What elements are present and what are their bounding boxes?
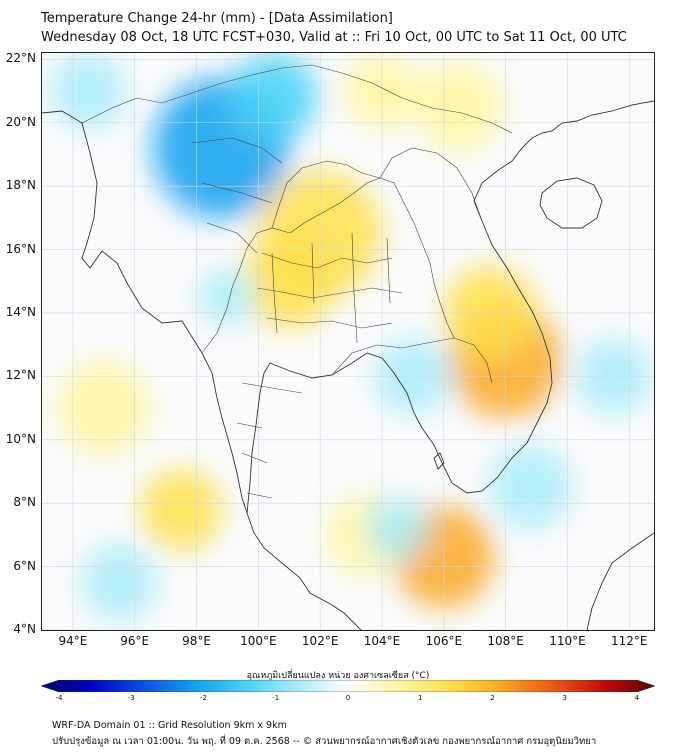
lon-label: 102°E: [301, 634, 339, 648]
field-anomaly-2: [51, 53, 126, 130]
map-title: Temperature Change 24-hr (mm) - [Data As…: [41, 11, 393, 26]
field-anomaly-1: [230, 53, 318, 142]
colorbar-label: อุณหภูมิเปลี่ยนแปลง หน่วย องศาเซลเซียส (…: [246, 671, 430, 681]
border-myanmar-laos: [271, 160, 381, 229]
field-anomaly-11: [366, 496, 429, 561]
map-panel[interactable]: [41, 52, 655, 631]
lon-label: 100°E: [240, 634, 277, 648]
lat-label: 4°N: [13, 622, 36, 636]
colorbar-tick-label: 3: [562, 694, 567, 702]
colorbar-tick-label: -4: [55, 694, 63, 702]
lon-label: 112°E: [611, 634, 648, 648]
border-vietnam-laos: [379, 147, 483, 222]
lat-label: 14°N: [5, 304, 36, 319]
colorbar-tick-label: -1: [272, 694, 280, 702]
field-anomaly-7: [140, 468, 222, 551]
country-borders: [81, 64, 513, 499]
colorbar-tick-label: 0: [345, 694, 351, 702]
map-canvas: [42, 53, 654, 630]
gulf-thailand-coast: [246, 100, 654, 514]
border-china: [81, 64, 513, 134]
lat-label: 20°N: [5, 114, 36, 129]
myanmar-provinces: [191, 137, 283, 254]
lat-label: 6°N: [13, 558, 36, 573]
colorbar-tick-label: 2: [490, 694, 495, 702]
lat-label: 10°N: [5, 431, 36, 446]
lon-label: 94°E: [58, 634, 88, 648]
lat-label: 16°N: [5, 241, 36, 256]
field-anomaly-17: [82, 544, 157, 621]
colorbar-tick-label: 4: [634, 694, 640, 702]
border-laos-thailand: [289, 177, 455, 339]
lon-label: 108°E: [487, 634, 524, 648]
gridlines: [42, 53, 654, 630]
colorbar: [41, 680, 655, 692]
lon-label: 96°E: [120, 634, 150, 648]
field-anomaly-18: [199, 268, 256, 326]
temperature-field: [51, 53, 651, 621]
field-anomaly-12: [490, 446, 571, 529]
thailand-provinces: [236, 232, 403, 499]
colorbar-tick-label: 1: [418, 694, 423, 702]
lat-label: 12°N: [5, 368, 36, 383]
border-myanmar-thailand: [201, 227, 291, 354]
footer-model-info: WRF-DA Domain 01 :: Grid Resolution 9km …: [52, 720, 287, 731]
lon-label: 98°E: [182, 634, 211, 648]
hainan-island: [539, 177, 603, 229]
lat-label: 8°N: [13, 495, 36, 510]
lat-label: 22°N: [5, 51, 36, 66]
field-anomaly-4: [242, 233, 336, 329]
map-subtitle: Wednesday 08 Oct, 18 UTC FCST+030, Valid…: [41, 30, 627, 45]
borneo-coast: [586, 532, 654, 630]
lon-label: 110°E: [549, 634, 586, 648]
field-anomaly-15: [416, 62, 503, 152]
colorbar-tick-label: -2: [200, 694, 207, 702]
border-cambodia: [331, 337, 493, 384]
phu-quoc: [433, 452, 445, 470]
footer-credits: ปรับปรุงข้อมูล ณ เวลา 01:00น. วัน พฤ. ที…: [52, 736, 597, 747]
field-anomaly-14: [57, 360, 151, 456]
lon-label: 104°E: [363, 634, 401, 648]
colorbar-tick-label: -3: [127, 694, 135, 702]
lat-label: 18°N: [5, 178, 36, 193]
lon-label: 106°E: [425, 634, 463, 648]
